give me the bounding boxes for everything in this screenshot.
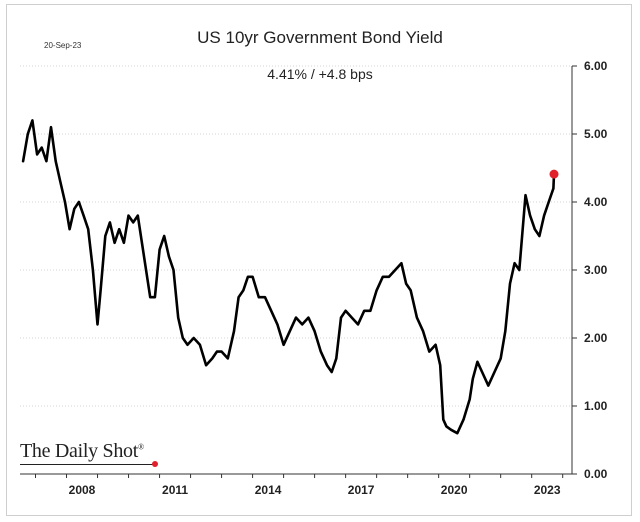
- chart-subtitle: 4.41% / +4.8 bps: [267, 66, 373, 82]
- as-of-date: 20-Sep-23: [44, 41, 82, 50]
- y-tick-label: 0.00: [584, 467, 608, 481]
- y-tick-label: 2.00: [584, 331, 608, 345]
- y-tick-label: 3.00: [584, 263, 608, 277]
- y-tick-label: 4.00: [584, 195, 608, 209]
- chart-frame: [6, 4, 632, 516]
- y-tick-label: 1.00: [584, 399, 608, 413]
- x-tick-label: 2020: [441, 483, 468, 497]
- series-group: [21, 119, 559, 435]
- brand-name: The Daily Shot: [20, 440, 139, 462]
- x-tick-label: 2014: [255, 483, 282, 497]
- x-axis: 2008 2011 2014 2017 2020 2023: [20, 473, 572, 497]
- brand-mark: ®: [138, 442, 144, 452]
- x-tick-label: 2017: [348, 483, 375, 497]
- brand-dot: [152, 461, 158, 467]
- y-tick-label: 6.00: [584, 59, 608, 73]
- latest-value-marker: [549, 169, 559, 179]
- gridlines: [20, 65, 572, 407]
- y-axis: 0.00 1.00 2.00 3.00 4.00 5.00 6.00: [571, 59, 608, 481]
- x-tick-label: 2011: [162, 483, 188, 497]
- x-tick-label: 2008: [69, 483, 96, 497]
- chart-title: US 10yr Government Bond Yield: [197, 28, 443, 47]
- brand-underline: [20, 464, 154, 465]
- yield-series-line: [21, 119, 556, 435]
- y-tick-label: 5.00: [584, 127, 608, 141]
- x-tick-label: 2023: [534, 483, 561, 497]
- brand-logo: The Daily Shot®: [20, 440, 144, 463]
